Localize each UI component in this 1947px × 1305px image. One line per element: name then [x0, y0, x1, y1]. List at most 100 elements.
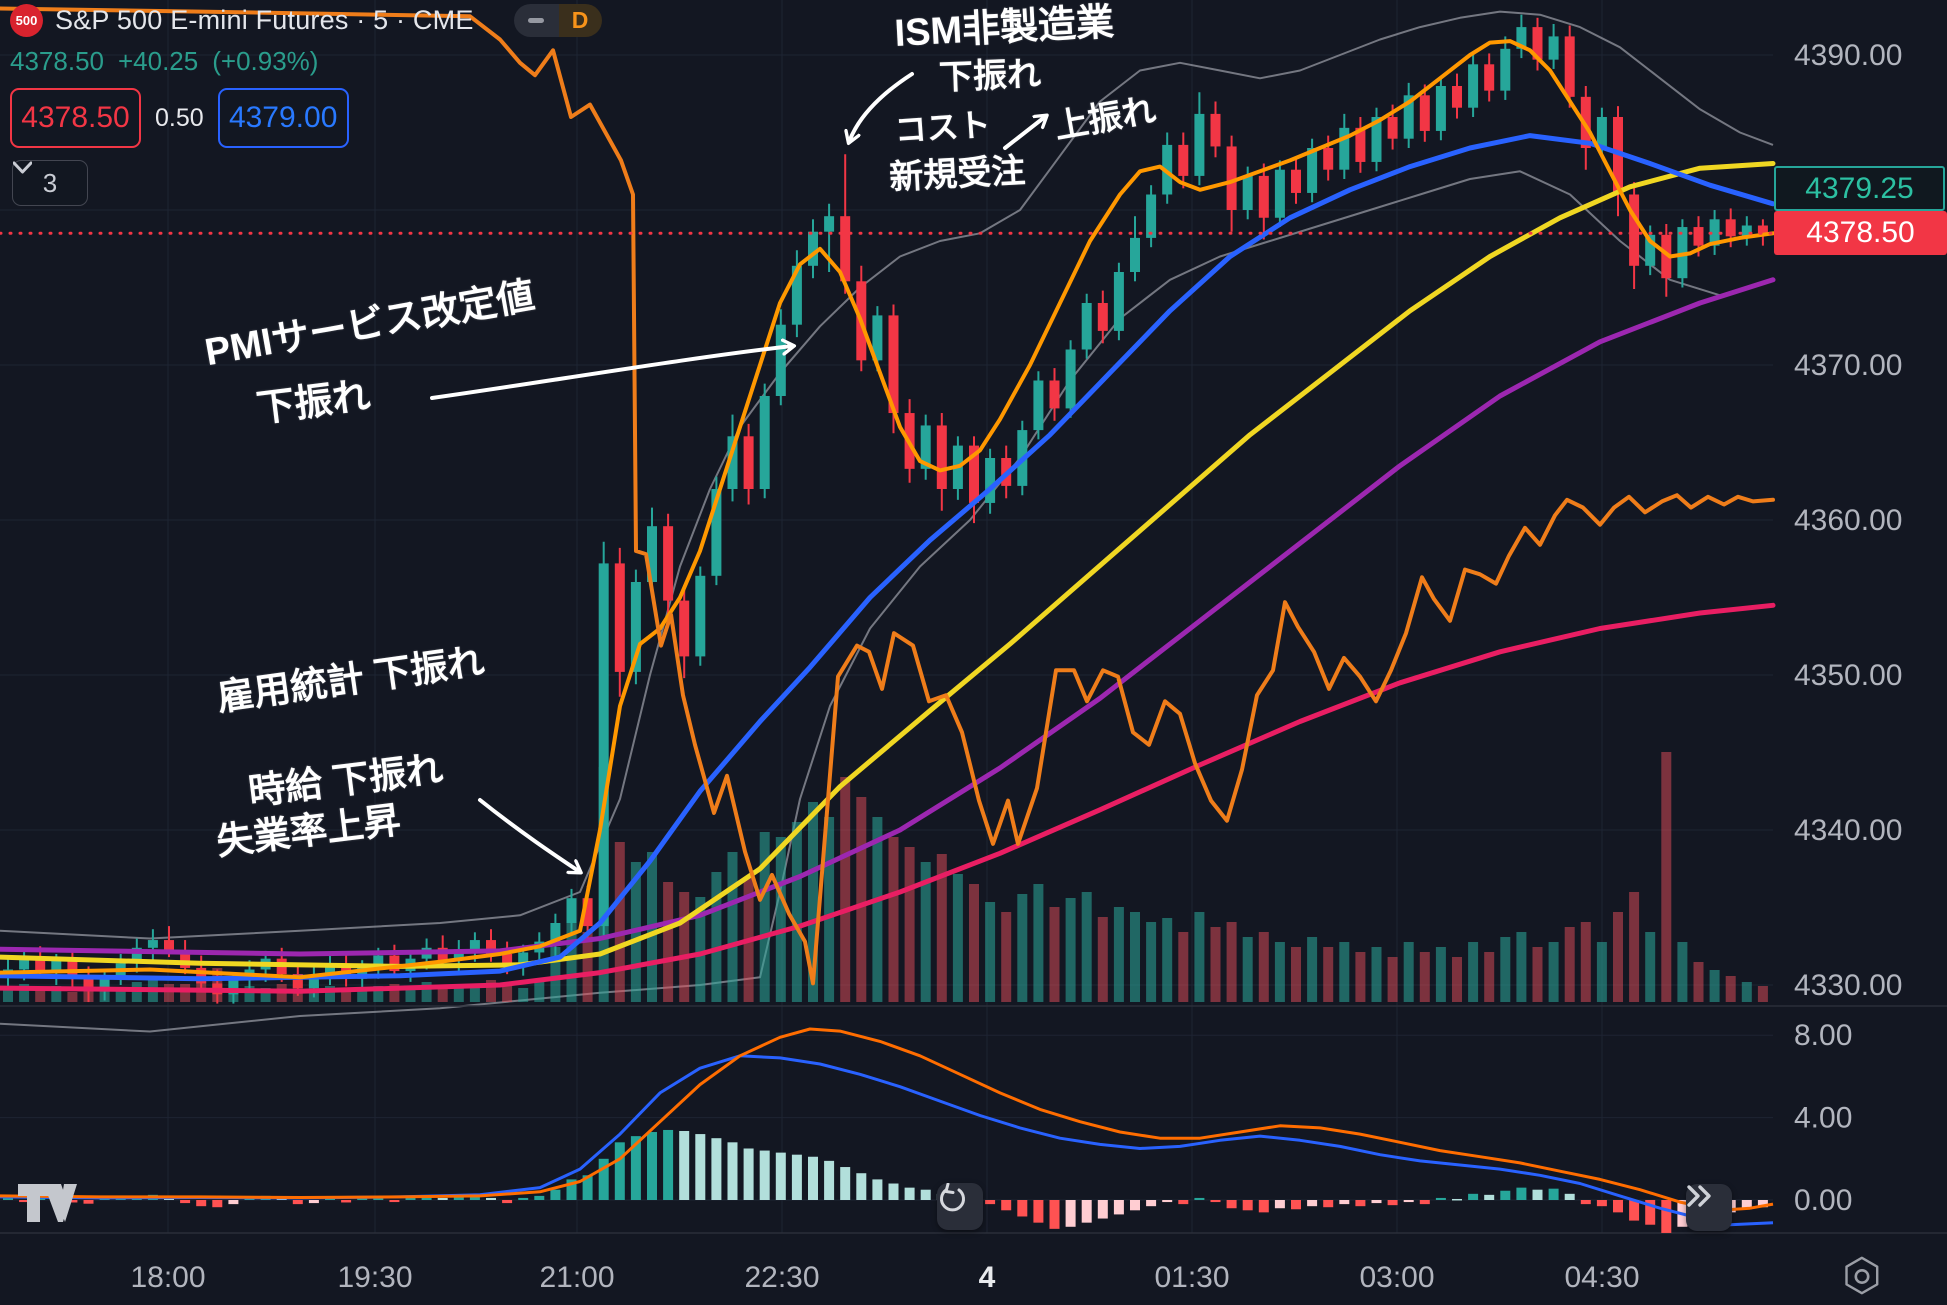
- time-tick-label[interactable]: 03:00: [1359, 1261, 1434, 1294]
- volume-bar: [421, 982, 432, 1002]
- volume-bar: [904, 847, 915, 1002]
- volume-bar: [1017, 894, 1028, 1002]
- ma_orange_fast-line: [0, 39, 1775, 980]
- candle-body: [614, 563, 625, 672]
- macd-histogram-bar: [775, 1152, 786, 1200]
- macd-histogram-bar: [1065, 1200, 1076, 1227]
- time-tick-label[interactable]: 01:30: [1154, 1261, 1229, 1294]
- macd-histogram-bar: [1178, 1200, 1189, 1205]
- macd-histogram-bar: [1001, 1200, 1012, 1211]
- volume-bar: [51, 986, 62, 1002]
- macd-histogram-bar: [856, 1173, 867, 1200]
- collapse-button[interactable]: [513, 4, 559, 37]
- macd-histogram-bar: [1452, 1198, 1462, 1201]
- candle-body: [147, 940, 158, 948]
- volume-bar: [1146, 922, 1157, 1002]
- volume-bar: [1452, 957, 1462, 1002]
- volume-bar: [1419, 952, 1430, 1002]
- volume-bar: [614, 842, 625, 1002]
- bollinger_upper-line: [0, 10, 1774, 940]
- volume-bar: [357, 990, 368, 1002]
- indicator-tick-label[interactable]: 8.00: [1794, 1019, 1852, 1052]
- price-tick-label[interactable]: 4370.00: [1794, 349, 1902, 382]
- candle-body: [1564, 36, 1575, 97]
- indicator-tick-label[interactable]: 4.00: [1794, 1102, 1852, 1135]
- candle-body: [51, 960, 62, 972]
- volume-bar: [341, 988, 352, 1002]
- time-tick-label[interactable]: 22:30: [744, 1261, 819, 1294]
- time-tick-label[interactable]: 21:00: [539, 1261, 614, 1294]
- price-tick-label[interactable]: 4350.00: [1794, 659, 1902, 692]
- candle-body: [1613, 117, 1623, 195]
- candle-body: [292, 974, 303, 989]
- volume-bar: [518, 988, 529, 1002]
- candle-body: [759, 396, 770, 489]
- volume-bar: [1323, 947, 1334, 1002]
- refresh-button[interactable]: [937, 1183, 983, 1230]
- macd-histogram-bar: [808, 1156, 818, 1200]
- volume-bar: [1757, 986, 1768, 1002]
- indicator-tick-label[interactable]: 0.00: [1794, 1184, 1852, 1217]
- timeframe-button[interactable]: D: [558, 4, 602, 37]
- time-tick-label[interactable]: 4: [979, 1261, 996, 1294]
- macd-histogram-bar: [1468, 1193, 1479, 1200]
- macd-histogram-bar: [1629, 1200, 1640, 1221]
- time-tick-label[interactable]: 04:30: [1564, 1261, 1639, 1294]
- candle-body: [550, 923, 561, 942]
- candle-body: [1194, 113, 1205, 176]
- macd-histogram-bar: [679, 1130, 690, 1200]
- candle-body: [1403, 95, 1414, 139]
- countdown-price-badge: 4379.25: [1774, 166, 1945, 211]
- price-tick-label[interactable]: 4340.00: [1794, 814, 1902, 847]
- price-tick-label[interactable]: 4330.00: [1794, 969, 1902, 1002]
- candle-body: [1226, 146, 1237, 210]
- time-tick-label[interactable]: 18:00: [130, 1261, 205, 1294]
- macd-histogram-bar: [1387, 1200, 1398, 1206]
- macd-histogram-bar: [920, 1189, 931, 1200]
- candle-body: [791, 265, 802, 325]
- price-tick-label[interactable]: 4360.00: [1794, 504, 1902, 537]
- candle-body: [1757, 225, 1768, 234]
- symbol-title[interactable]: S&P 500 E-mini Futures · 5 · CME: [55, 5, 474, 35]
- candle-body: [1435, 86, 1446, 131]
- time-tick-label[interactable]: 19:30: [337, 1261, 412, 1294]
- candle-body: [453, 949, 464, 961]
- macd-histogram-bar: [1291, 1200, 1301, 1210]
- volume-bar: [1725, 976, 1736, 1002]
- volume-bar: [1677, 942, 1688, 1002]
- volume-bar: [936, 854, 947, 1002]
- candle-body: [357, 967, 368, 979]
- macd-histogram-bar: [1113, 1200, 1124, 1215]
- timeframe-toggle[interactable]: D: [513, 4, 602, 37]
- macd-histogram-bar: [405, 1197, 416, 1200]
- ma_purple-line: [0, 277, 1776, 957]
- macd-histogram-bar: [1741, 1200, 1752, 1210]
- candle-body: [1371, 117, 1382, 162]
- gear-icon[interactable]: [1840, 1256, 1884, 1298]
- candle-body: [566, 898, 577, 923]
- macd-histogram-bar: [437, 1197, 448, 1200]
- candle-body: [727, 436, 738, 489]
- macd-histogram-bar: [469, 1195, 480, 1200]
- macd-histogram-bar: [518, 1197, 529, 1200]
- volume-bar: [486, 980, 496, 1002]
- candle-body: [840, 216, 851, 282]
- indicators-dropdown[interactable]: 3: [12, 160, 88, 206]
- ask-button[interactable]: 4379.00: [217, 88, 349, 148]
- ma_crimson_slow-line: [0, 602, 1776, 994]
- price-tick-label[interactable]: 4390.00: [1794, 39, 1902, 72]
- volume-bar: [1435, 947, 1446, 1002]
- macd-histogram-bar: [1661, 1200, 1672, 1233]
- bid-button[interactable]: 4378.50: [10, 88, 141, 148]
- tradingview-logo[interactable]: [16, 1180, 78, 1226]
- annotation-arrow: [849, 72, 914, 142]
- symbol-logo[interactable]: 500: [10, 4, 43, 37]
- macd-histogram-bar: [1419, 1200, 1430, 1205]
- comparison_overlay-line: [0, 6, 1775, 986]
- volume-bar: [1484, 952, 1495, 1002]
- macd-histogram-bar: [486, 1197, 496, 1200]
- volume-bar: [985, 902, 996, 1002]
- minus-icon: [528, 18, 545, 23]
- go-to-realtime-button[interactable]: [1686, 1184, 1732, 1231]
